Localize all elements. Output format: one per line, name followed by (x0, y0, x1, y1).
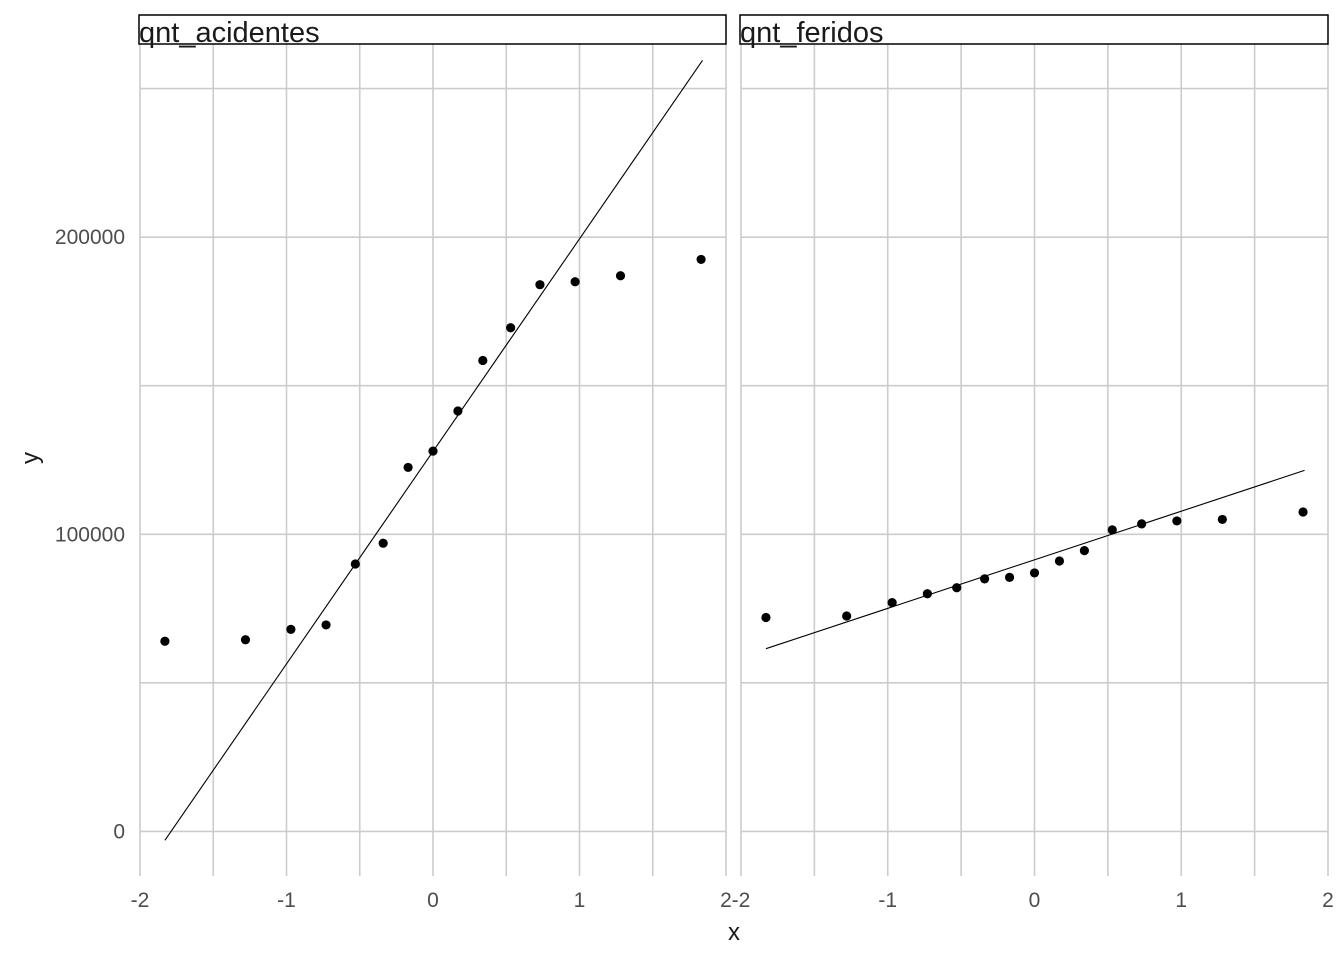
facet-strip-label: qnt_acidentes (139, 17, 320, 49)
data-point (952, 583, 962, 593)
data-point (1029, 568, 1040, 578)
x-tick-label: -1 (277, 889, 296, 912)
data-point (378, 538, 388, 548)
y-tick-label: 200000 (55, 226, 125, 249)
data-point (1054, 556, 1065, 566)
data-point (922, 589, 932, 599)
data-point (615, 271, 626, 281)
data-point (453, 406, 463, 416)
facet-strip (138, 14, 727, 45)
data-point (842, 611, 852, 621)
x-tick-label: -2 (732, 889, 751, 912)
data-point (286, 624, 296, 634)
x-tick-label: 2 (720, 889, 732, 912)
facet-strip (739, 14, 1329, 45)
data-point (403, 462, 413, 473)
data-point (887, 598, 897, 608)
x-axis-title: x (728, 919, 740, 946)
data-point (1298, 507, 1308, 517)
data-point (350, 559, 360, 569)
qq-reference-line (765, 469, 1305, 650)
x-tick-label: 2 (1322, 889, 1334, 912)
data-point (240, 635, 251, 645)
x-tick-label: 0 (1029, 889, 1041, 912)
facet-strip-label: qnt_feridos (740, 17, 884, 49)
y-axis-title: y (17, 452, 44, 464)
data-point (696, 254, 706, 265)
data-point (321, 620, 331, 630)
data-point (570, 277, 580, 287)
x-tick-label: 0 (427, 889, 439, 912)
data-point (980, 574, 990, 584)
data-point (160, 636, 170, 646)
data-point (506, 323, 516, 333)
data-point (1004, 572, 1015, 582)
x-tick-label: 1 (574, 889, 586, 912)
data-point (428, 446, 438, 456)
data-point (478, 355, 488, 366)
y-tick-label: 0 (113, 820, 125, 843)
y-tick-label: 100000 (55, 523, 125, 546)
data-point (761, 612, 771, 623)
x-tick-label: 1 (1175, 889, 1187, 912)
data-point (1107, 525, 1117, 535)
data-point (535, 280, 545, 290)
data-point (1217, 514, 1227, 525)
data-point (1172, 516, 1182, 526)
data-point (1079, 546, 1089, 556)
x-tick-label: -2 (131, 889, 150, 912)
x-tick-label: -1 (878, 889, 897, 912)
data-point (1137, 519, 1147, 529)
